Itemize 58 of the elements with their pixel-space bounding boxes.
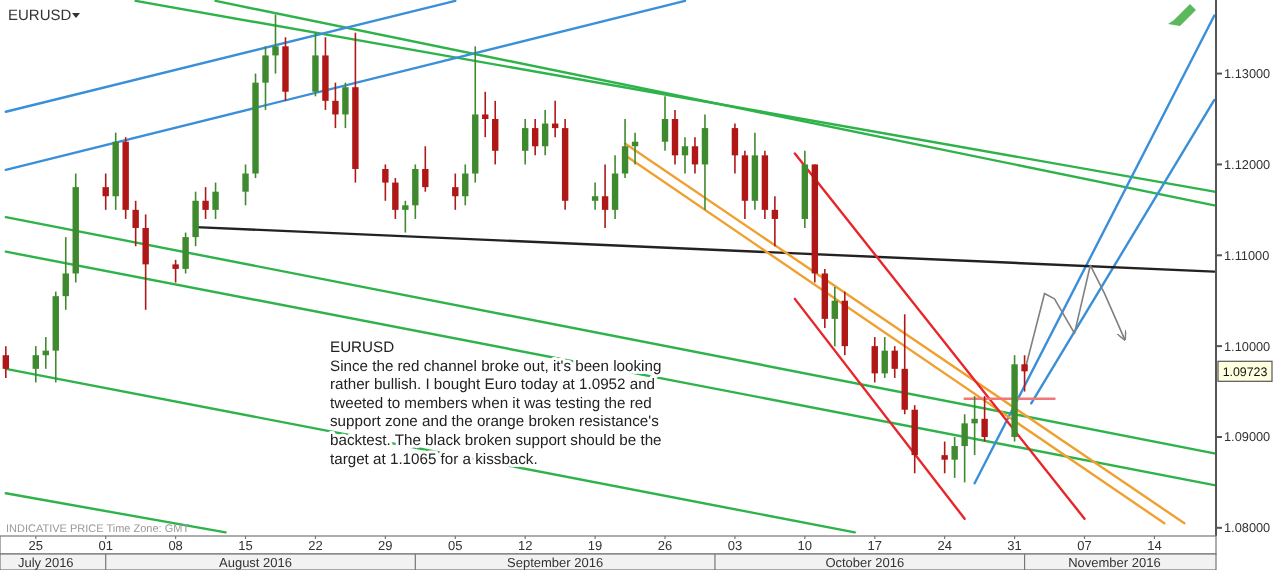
candlestick [242, 163, 249, 207]
candlestick [881, 336, 888, 379]
candlestick [701, 113, 709, 211]
candlestick [671, 109, 679, 166]
candlestick [142, 213, 149, 311]
candlestick [182, 231, 189, 275]
candlestick [831, 286, 838, 347]
candlestick [312, 31, 319, 98]
candlestick [392, 177, 399, 220]
candlestick [422, 145, 429, 193]
candlestick [941, 440, 948, 475]
candlestick [621, 118, 629, 179]
candlestick [2, 345, 10, 379]
candlestick [202, 186, 209, 220]
candlestick [382, 163, 389, 202]
candlestick [821, 268, 829, 329]
candlestick [482, 90, 489, 138]
candlestick [462, 163, 469, 207]
candlestick [172, 259, 179, 284]
candlestick [951, 436, 958, 479]
candlestick [322, 36, 329, 111]
candlestick [771, 195, 779, 247]
candlestick [1021, 354, 1028, 393]
candlestick [741, 150, 749, 220]
candlestick [412, 163, 419, 220]
candlestick [681, 136, 689, 175]
candlestick [961, 413, 968, 484]
candlestick [262, 45, 269, 111]
candlestick [212, 181, 219, 220]
candlestick [891, 345, 898, 379]
candlestick [332, 81, 339, 129]
candlestick [751, 131, 759, 211]
candlestick [342, 81, 349, 129]
candlestick [611, 154, 619, 220]
candlestick [871, 336, 878, 384]
candlestick [601, 163, 609, 229]
candlestick [62, 236, 69, 311]
candlestick [531, 118, 539, 157]
candlestick [691, 136, 699, 175]
candlestick [492, 100, 499, 166]
candlestick [971, 395, 978, 456]
candlestick [402, 199, 409, 234]
candlestick [541, 109, 549, 157]
candlestick [521, 118, 529, 166]
candlestick [731, 122, 739, 175]
candlestick [132, 199, 139, 247]
candlestick [591, 181, 599, 211]
candlestick [192, 190, 199, 247]
candlestick [841, 290, 848, 357]
candlestick [452, 172, 459, 211]
candlestick [901, 313, 908, 416]
candlestick [272, 13, 279, 75]
candlestick [32, 345, 39, 384]
candlestick [911, 404, 918, 475]
candlestick [102, 172, 109, 211]
candlestick [981, 395, 988, 443]
candlestick [282, 36, 289, 102]
candlestick [661, 95, 669, 152]
